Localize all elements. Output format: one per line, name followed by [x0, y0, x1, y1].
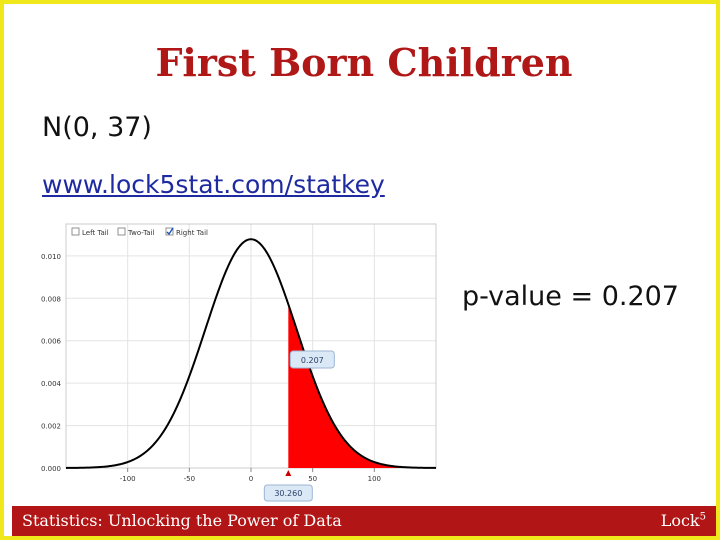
y-axis-ticks: 0.000 0.002 0.004 0.006 0.008 0.010	[41, 253, 62, 473]
tail-option-checkbox[interactable]	[165, 227, 174, 236]
statkey-link[interactable]: www.lock5stat.com/statkey	[42, 170, 385, 199]
footer-brand: Lock5	[661, 511, 706, 530]
checkmark-icon	[166, 227, 174, 236]
x-tick-label: -100	[120, 475, 136, 483]
pvalue-text: p-value = 0.207	[462, 281, 679, 312]
cutoff-marker[interactable]	[285, 470, 292, 476]
tail-area-box: 0.207	[289, 350, 335, 369]
distribution-label: N(0, 37)	[42, 112, 152, 143]
tail-option-label[interactable]: Left Tail	[82, 229, 109, 237]
tail-area-box-bg	[289, 350, 335, 369]
tail-area-label: 0.207	[301, 356, 324, 365]
right-tail-area	[288, 304, 436, 468]
y-tick-label: 0.006	[41, 338, 62, 346]
y-tick-label: 0.004	[41, 380, 62, 388]
footer-bar: Statistics: Unlocking the Power of Data …	[12, 506, 716, 536]
x-tick-label: 100	[368, 475, 381, 483]
tail-option-label[interactable]: Two-Tail	[127, 229, 154, 237]
cutoff-box-bg	[263, 484, 313, 502]
tail-option-checkbox[interactable]	[71, 227, 80, 236]
cutoff-label: 30.260	[274, 489, 302, 498]
x-tick-label: 50	[308, 475, 317, 483]
y-tick-label: 0.000	[41, 465, 61, 473]
normal-curve-chart: 0.000 0.002 0.004 0.006 0.008 0.010 -100 -50 0 5…	[41, 223, 437, 502]
grid	[66, 224, 436, 469]
brand-name: Lock	[660, 511, 700, 530]
x-tick-label: -50	[184, 475, 195, 483]
y-tick-label: 0.008	[41, 295, 61, 303]
footer-text: Statistics: Unlocking the Power of Data	[22, 511, 342, 530]
slide-title: First Born Children	[155, 40, 573, 85]
cutoff-box[interactable]: 30.260	[263, 484, 313, 502]
brand-superscript: 5	[699, 511, 706, 523]
y-tick-label: 0.002	[41, 423, 61, 431]
y-tick-label: 0.010	[41, 253, 61, 261]
x-tick-label: 0	[249, 475, 253, 483]
statkey-chart: 0.000 0.002 0.004 0.006 0.008 0.010 -100 -50 0 5…	[32, 219, 444, 506]
tail-options[interactable]: Left Tail Two-Tail Right Tail	[71, 227, 208, 237]
tail-option-label[interactable]: Right Tail	[176, 229, 208, 237]
density-curve	[65, 238, 437, 469]
x-axis-ticks: -100 -50 0 50 100	[120, 468, 381, 483]
tail-option-checkbox[interactable]	[117, 227, 126, 236]
